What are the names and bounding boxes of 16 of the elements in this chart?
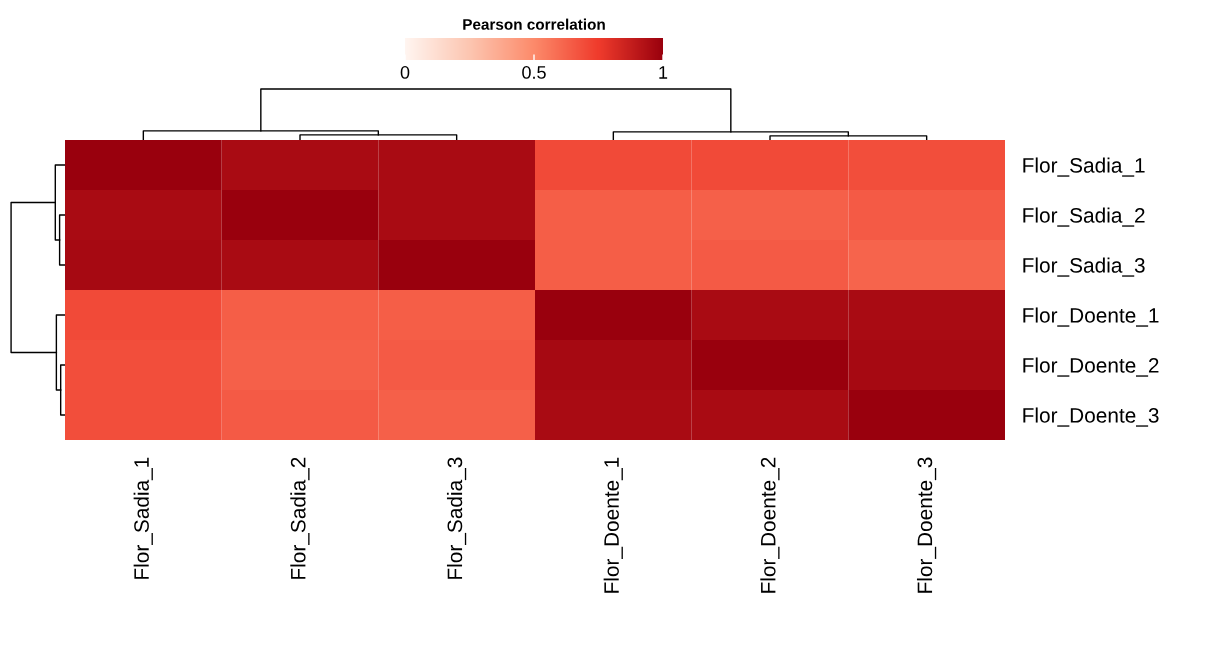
x-tick-label: Flor_Sadia_3 bbox=[446, 457, 467, 579]
x-tick-label: Flor_Sadia_1 bbox=[133, 457, 153, 579]
color-bar-title: Pearson correlation bbox=[463, 18, 605, 30]
x-tick-label: Flor_Sadia_2 bbox=[290, 457, 310, 579]
y-tick-label: Flor_Sadia_1 bbox=[1023, 157, 1145, 177]
y-tick-label: Flor_Sadia_2 bbox=[1023, 207, 1145, 227]
color-bar-label: 0 bbox=[400, 66, 410, 79]
y-tick-label: Flor_Doente_3 bbox=[1023, 407, 1159, 427]
x-tick-label: Flor_Doente_3 bbox=[916, 457, 937, 593]
y-tick-label: Flor_Doente_2 bbox=[1023, 357, 1159, 377]
y-tick-label: Flor_Doente_1 bbox=[1023, 307, 1159, 327]
color-bar-label: 0.5 bbox=[522, 66, 546, 79]
color-bar-label: 1 bbox=[659, 66, 668, 79]
y-tick-label: Flor_Sadia_3 bbox=[1023, 257, 1145, 277]
x-tick-label: Flor_Doente_1 bbox=[603, 457, 623, 593]
x-tick-label: Flor_Doente_2 bbox=[760, 457, 780, 593]
